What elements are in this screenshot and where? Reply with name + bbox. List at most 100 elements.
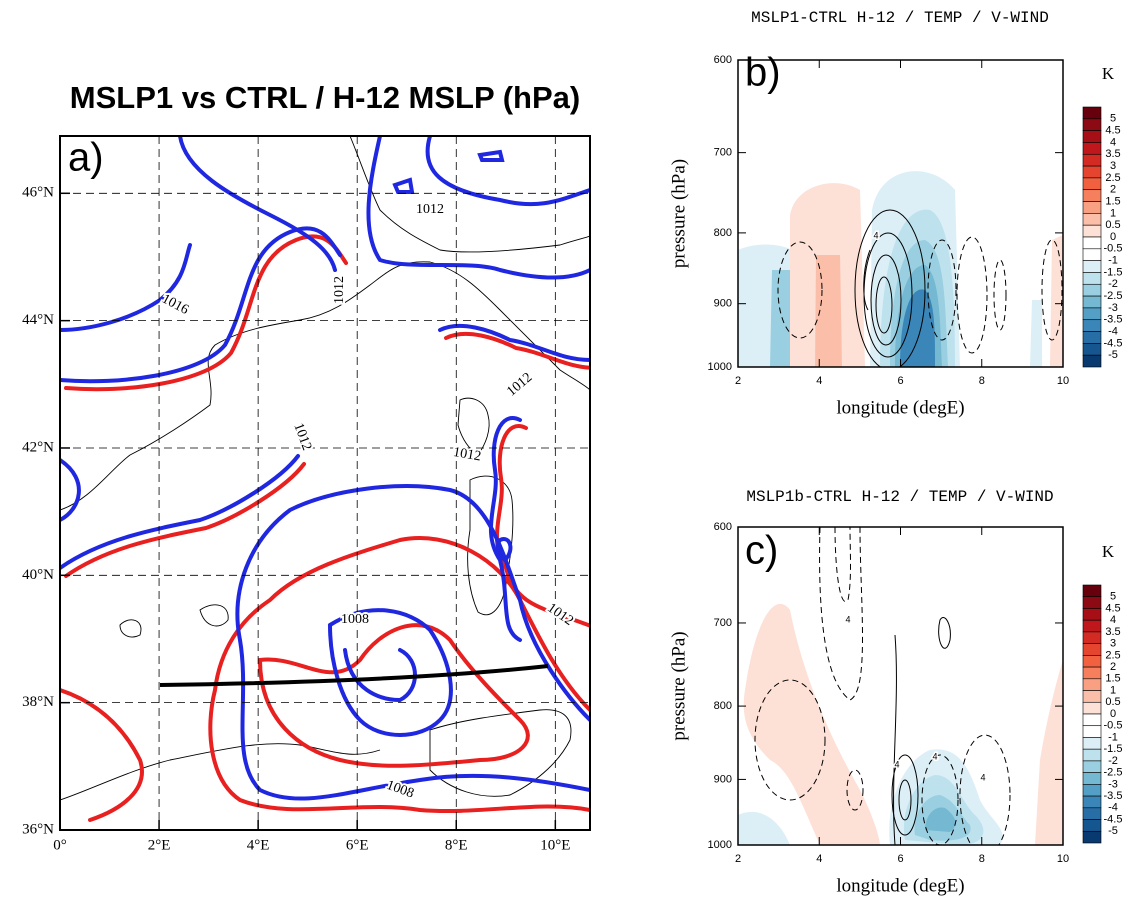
colorbar-label: 2.5 (1105, 172, 1120, 184)
colorbar-label: -2.5 (1104, 290, 1123, 302)
colorbar-swatch (1082, 343, 1102, 356)
contour-blue (60, 136, 590, 801)
contour-label: 4 (932, 751, 937, 761)
colorbar-swatch (1082, 142, 1102, 155)
y-tick-label: 38°N (22, 694, 54, 710)
colorbar-swatch (1082, 106, 1102, 120)
colorbar-label: 3 (1110, 638, 1116, 650)
y-tick-label: 800 (714, 700, 732, 712)
colorbar-swatch (1082, 236, 1102, 250)
y-tick-label: 900 (714, 298, 732, 310)
colorbar-label: -2 (1108, 755, 1118, 767)
colorbar-swatch (1082, 153, 1102, 167)
colorbar-label: -4 (1108, 802, 1118, 814)
contour-label: 1012 (452, 445, 482, 465)
colorbar-swatch (1082, 319, 1102, 332)
x-tick-label: 4°E (247, 837, 270, 853)
colorbar-swatch (1082, 118, 1102, 131)
colorbar-label: 1 (1110, 684, 1116, 696)
colorbar-label: -3 (1108, 302, 1118, 314)
colorbar-swatch (1082, 201, 1102, 214)
y-tick-label: 700 (714, 617, 732, 629)
colorbar-unit: K (1102, 64, 1115, 83)
colorbar-label: -1 (1108, 731, 1118, 743)
y-tick-label: 40°N (22, 567, 54, 583)
chart-title: MSLP1-CTRL H-12 / TEMP / V-WIND (751, 9, 1049, 27)
chart-title: MSLP1b-CTRL H-12 / TEMP / V-WIND (746, 488, 1053, 506)
contour-label: 4 (980, 772, 985, 782)
colorbar-swatch (1082, 260, 1102, 273)
y-tick-label: 46°N (22, 185, 54, 201)
colorbar-label: 5 (1110, 591, 1116, 603)
colorbar-swatch (1082, 655, 1102, 668)
colorbar-label: 2.5 (1105, 649, 1120, 661)
colorbar-swatch (1082, 619, 1102, 633)
colorbar-label: -4.5 (1104, 337, 1123, 349)
colorbar-swatch (1082, 737, 1102, 750)
x-tick-label: 2 (735, 853, 741, 865)
colorbar-label: 5 (1110, 113, 1116, 125)
y-axis-label: pressure (hPa) (668, 159, 689, 268)
colorbar-label: 0 (1110, 708, 1116, 720)
colorbar-swatch (1082, 690, 1102, 703)
colorbar-swatch (1082, 678, 1102, 691)
colorbar-label: -4.5 (1104, 813, 1123, 825)
colorbar-swatch (1082, 295, 1102, 309)
contour-label: 4 (845, 614, 850, 624)
x-tick-label: 6 (897, 375, 903, 387)
x-tick-label: 8 (979, 375, 985, 387)
colorbar-label: -3.5 (1104, 790, 1123, 802)
y-axis-label: pressure (hPa) (668, 631, 689, 740)
colorbar-swatch (1082, 596, 1102, 609)
colorbar-swatch (1082, 795, 1102, 809)
y-tick-label: 800 (714, 227, 732, 239)
panel-label: b) (745, 51, 781, 95)
colorbar-label: 2 (1110, 661, 1116, 673)
colorbar-swatch (1082, 701, 1102, 715)
map-field (60, 136, 590, 822)
colorbar-label: 0.5 (1105, 219, 1120, 231)
colorbar-label: -1 (1108, 255, 1118, 267)
y-tick-label: 1000 (708, 839, 732, 851)
colorbar-label: -2.5 (1104, 767, 1123, 779)
colorbar-swatch (1082, 807, 1102, 820)
colorbar-label: 4 (1110, 136, 1116, 148)
colorbar-label: -0.5 (1104, 720, 1123, 732)
x-tick-label: 2°E (148, 837, 171, 853)
colorbar-label: 1.5 (1105, 195, 1120, 207)
y-tick-label: 36°N (22, 821, 54, 837)
x-tick-label: 10°E (540, 837, 570, 853)
colorbar-label: 0 (1110, 231, 1116, 243)
colorbar-label: -4 (1108, 325, 1118, 337)
contour-label: 4 (894, 759, 899, 769)
colorbar-label: -3 (1108, 778, 1118, 790)
colorbar-label: 1 (1110, 207, 1116, 219)
colorbar-swatch (1082, 213, 1102, 226)
field-c (738, 527, 1063, 845)
colorbar-swatch (1082, 189, 1102, 202)
contour-label: 1008 (341, 612, 369, 627)
x-tick-label: 0° (53, 837, 67, 853)
colorbar-swatch (1082, 177, 1102, 191)
y-tick-label: 900 (714, 773, 732, 785)
y-tick-label: 700 (714, 147, 732, 159)
colorbar-swatch (1082, 307, 1102, 321)
y-tick-label: 1000 (708, 361, 732, 373)
contour-label: 1012 (416, 202, 444, 217)
colorbar-label: -1.5 (1104, 266, 1123, 278)
x-tick-label: 8 (979, 853, 985, 865)
x-tick-label: 8°E (445, 837, 468, 853)
x-tick-label: 10 (1057, 375, 1069, 387)
field-b (738, 171, 1063, 367)
colorbar-swatch (1082, 772, 1102, 785)
x-tick-label: 6°E (346, 837, 369, 853)
colorbar-swatch (1082, 760, 1102, 773)
colorbar-swatch (1082, 584, 1102, 598)
colorbar-swatch (1082, 631, 1102, 644)
colorbar-label: -5 (1108, 349, 1118, 361)
colorbar-label: 0.5 (1105, 696, 1120, 708)
colorbar-label: -3.5 (1104, 314, 1123, 326)
colorbar-label: 4.5 (1105, 125, 1120, 137)
colorbar-swatch (1082, 748, 1102, 762)
